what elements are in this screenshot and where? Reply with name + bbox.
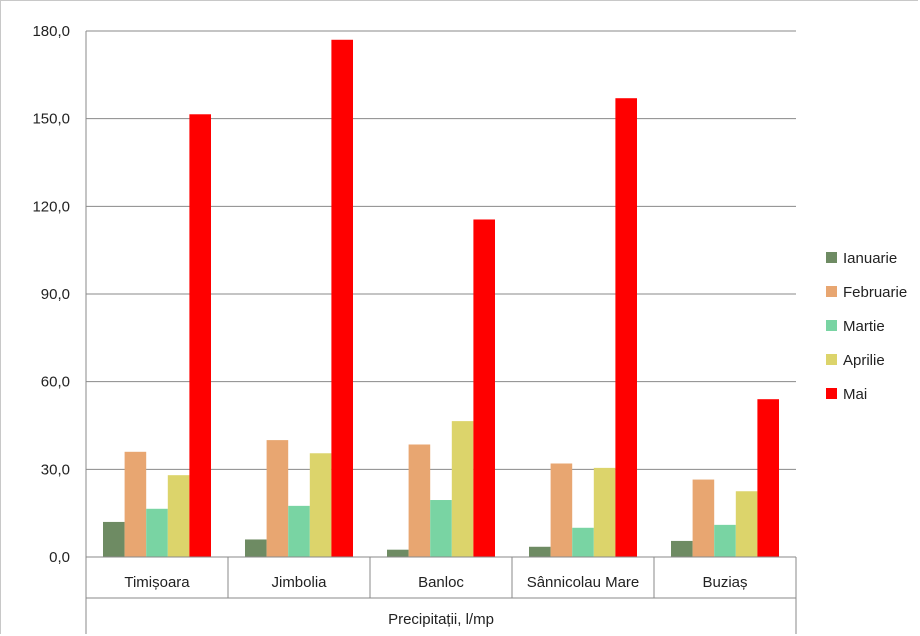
bar-mai-5 xyxy=(757,399,779,557)
bar-martie-3 xyxy=(430,500,452,557)
bar-februarie-3 xyxy=(408,444,431,557)
legend-swatch-mai xyxy=(826,388,837,399)
bar-martie-5 xyxy=(714,524,736,557)
bar-ianuarie-1 xyxy=(103,521,125,557)
bar-martie-1 xyxy=(146,508,168,557)
x-axis-title: Precipitații, l/mp xyxy=(388,611,494,628)
bar-martie-4 xyxy=(572,527,594,557)
bar-ianuarie-2 xyxy=(245,539,267,557)
x-tick-label: Timișoara xyxy=(124,574,190,591)
bar-aprilie-4 xyxy=(593,467,616,557)
legend-label-februarie: Februarie xyxy=(843,284,907,301)
bar-ianuarie-5 xyxy=(671,540,693,557)
y-tick-label: 90,0 xyxy=(41,286,70,303)
x-tick-label: Sânnicolau Mare xyxy=(527,574,640,591)
legend-label-martie: Martie xyxy=(843,318,885,335)
bar-aprilie-1 xyxy=(167,475,190,557)
y-tick-label: 0,0 xyxy=(49,549,70,566)
y-tick-label: 150,0 xyxy=(32,111,70,128)
bar-februarie-4 xyxy=(550,463,573,557)
x-axis xyxy=(85,31,797,634)
bar-februarie-2 xyxy=(266,440,289,557)
bars xyxy=(103,39,779,558)
y-axis-ticks: 0,0 30,0 60,0 90,0 120,0 150,0 180,0 xyxy=(32,23,70,566)
bar-aprilie-3 xyxy=(451,421,474,557)
bar-martie-2 xyxy=(288,505,310,557)
legend-swatch-ianuarie xyxy=(826,252,837,263)
legend-swatch-martie xyxy=(826,320,837,331)
bar-aprilie-2 xyxy=(309,453,332,557)
bar-aprilie-5 xyxy=(735,491,758,557)
legend-swatch-aprilie xyxy=(826,354,837,365)
bar-mai-1 xyxy=(189,114,211,558)
x-tick-label: Jimbolia xyxy=(271,574,327,591)
legend-label-mai: Mai xyxy=(843,386,867,403)
bar-mai-3 xyxy=(473,219,495,557)
bar-februarie-1 xyxy=(124,451,147,557)
legend: Ianuarie Februarie Martie Aprilie Mai xyxy=(826,250,907,403)
bar-februarie-5 xyxy=(692,479,715,557)
y-tick-label: 60,0 xyxy=(41,374,70,391)
y-tick-label: 180,0 xyxy=(32,23,70,40)
legend-label-aprilie: Aprilie xyxy=(843,352,885,369)
y-tick-label: 120,0 xyxy=(32,198,70,215)
x-tick-label: Banloc xyxy=(418,574,464,591)
legend-swatch-februarie xyxy=(826,286,837,297)
y-tick-label: 30,0 xyxy=(41,461,70,478)
x-tick-label: Buziaș xyxy=(702,574,747,591)
bar-ianuarie-4 xyxy=(529,546,551,557)
bar-mai-2 xyxy=(331,39,353,558)
bar-ianuarie-3 xyxy=(387,549,409,557)
legend-label-ianuarie: Ianuarie xyxy=(843,250,897,267)
bar-mai-4 xyxy=(615,98,637,557)
x-axis-categories: Timișoara Jimbolia Banloc Sânnicolau Mare Bu… xyxy=(124,574,747,591)
